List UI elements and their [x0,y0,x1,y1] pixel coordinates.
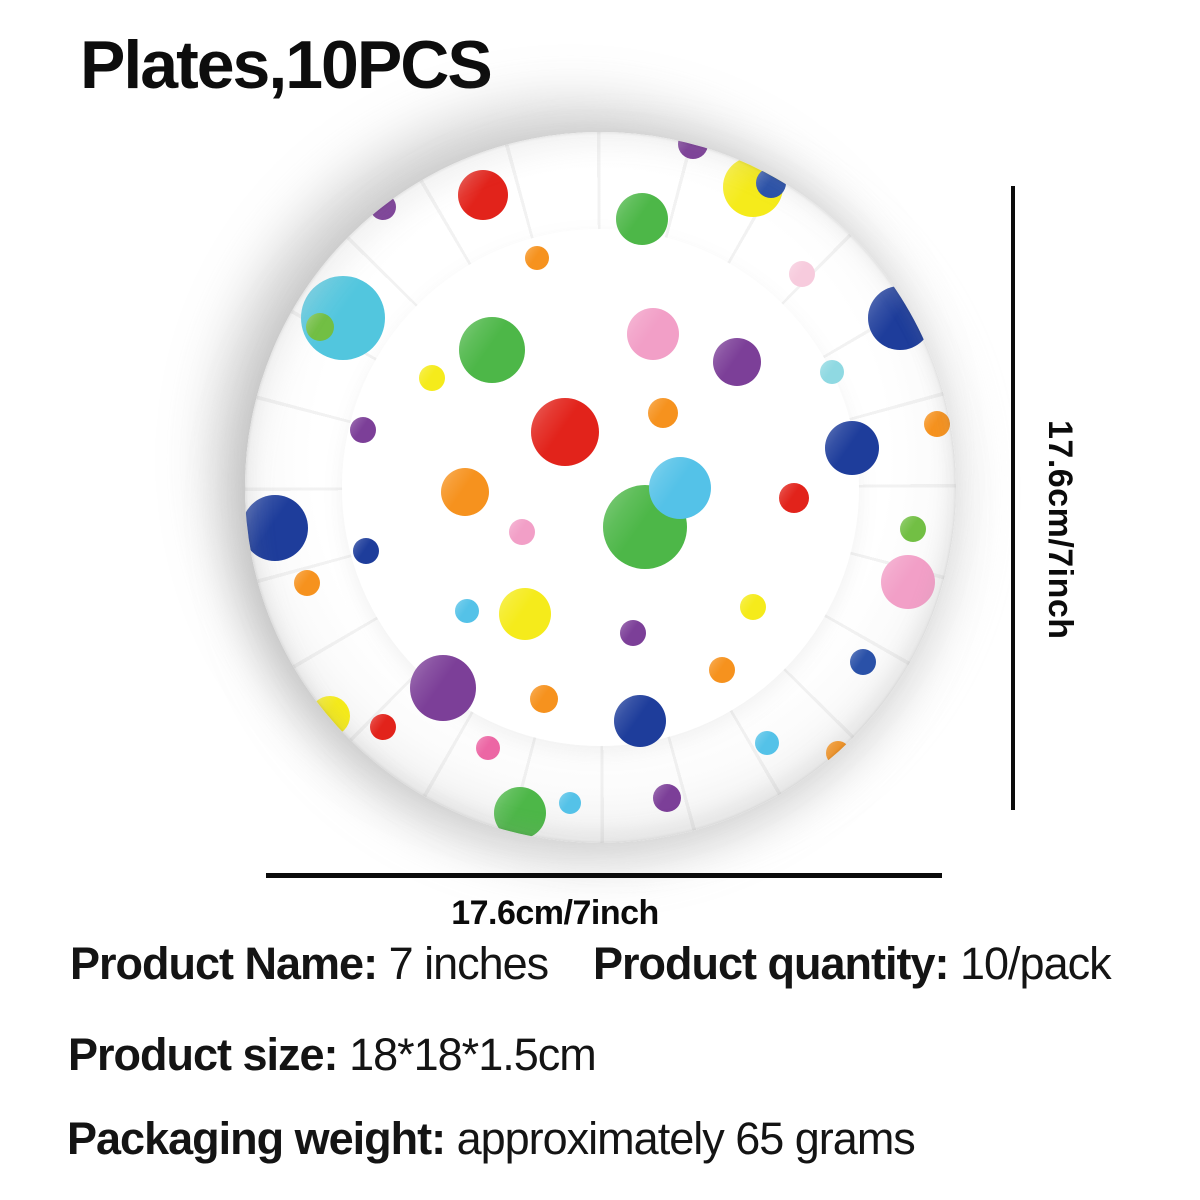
polka-dot [350,417,376,443]
spec-product-quantity-value: 10/pack [960,938,1112,989]
spec-product-quantity: Product quantity: 10/pack [593,938,1112,989]
page-title: Plates,10PCS [80,27,493,103]
polka-dot [900,516,926,542]
horizontal-dimension-line [266,873,942,878]
polka-dot [627,308,679,360]
polka-dot [441,468,489,516]
polka-dot [620,620,646,646]
spec-product-size-label: Product size: [68,1029,339,1080]
polka-dot [713,338,761,386]
polka-dot [616,193,668,245]
polka-dot [648,398,678,428]
polka-dot [310,696,350,736]
polka-dot [370,194,396,220]
plate-photo [245,132,956,843]
polka-dot [559,792,581,814]
polka-dot [678,132,708,159]
polka-dot [850,649,876,675]
polka-dot [530,685,558,713]
polka-dot [653,784,681,812]
polka-dot [499,588,551,640]
spec-product-size: Product size: 18*18*1.5cm [68,1029,597,1080]
polka-dot [826,741,850,765]
horizontal-dimension-label: 17.6cm/7inch [451,894,659,932]
polka-dot [649,457,711,519]
spec-product-name-value: 7 inches [388,938,550,989]
polka-dot [294,570,320,596]
spec-product-name: Product Name: 7 inches [70,938,550,989]
polka-dot [868,286,932,350]
spec-product-size-value: 18*18*1.5cm [349,1029,597,1080]
polka-dot [755,731,779,755]
polka-dot [494,787,546,839]
polka-dot [419,365,445,391]
polka-dot [370,714,396,740]
polka-dot [353,538,379,564]
polka-dot [740,594,766,620]
polka-dot [779,483,809,513]
vertical-dimension-label: 17.6cm/7inch [1041,420,1079,640]
polka-dot [709,657,735,683]
polka-dot [458,170,508,220]
polka-dot [525,246,549,270]
polka-dot [924,411,950,437]
spec-packaging-weight-value: approximately 65 grams [456,1113,916,1164]
spec-product-name-label: Product Name: [70,938,378,989]
vertical-dimension-line [1011,186,1015,810]
polka-dot [306,313,334,341]
polka-dot [245,495,308,561]
polka-dot [531,398,599,466]
spec-product-quantity-label: Product quantity: [593,938,949,989]
polka-dot [820,360,844,384]
polka-dot [476,736,500,760]
polka-dot [455,599,479,623]
polka-dot [614,695,666,747]
polka-dot [509,519,535,545]
polka-dot [789,261,815,287]
polka-dot [459,317,525,383]
polka-dot [410,655,476,721]
spec-packaging-weight: Packaging weight: approximately 65 grams [67,1113,916,1164]
polka-dot [756,168,786,198]
polka-dot [881,555,935,609]
spec-packaging-weight-label: Packaging weight: [67,1113,446,1164]
polka-dot [825,421,879,475]
plate-dots [245,132,956,843]
